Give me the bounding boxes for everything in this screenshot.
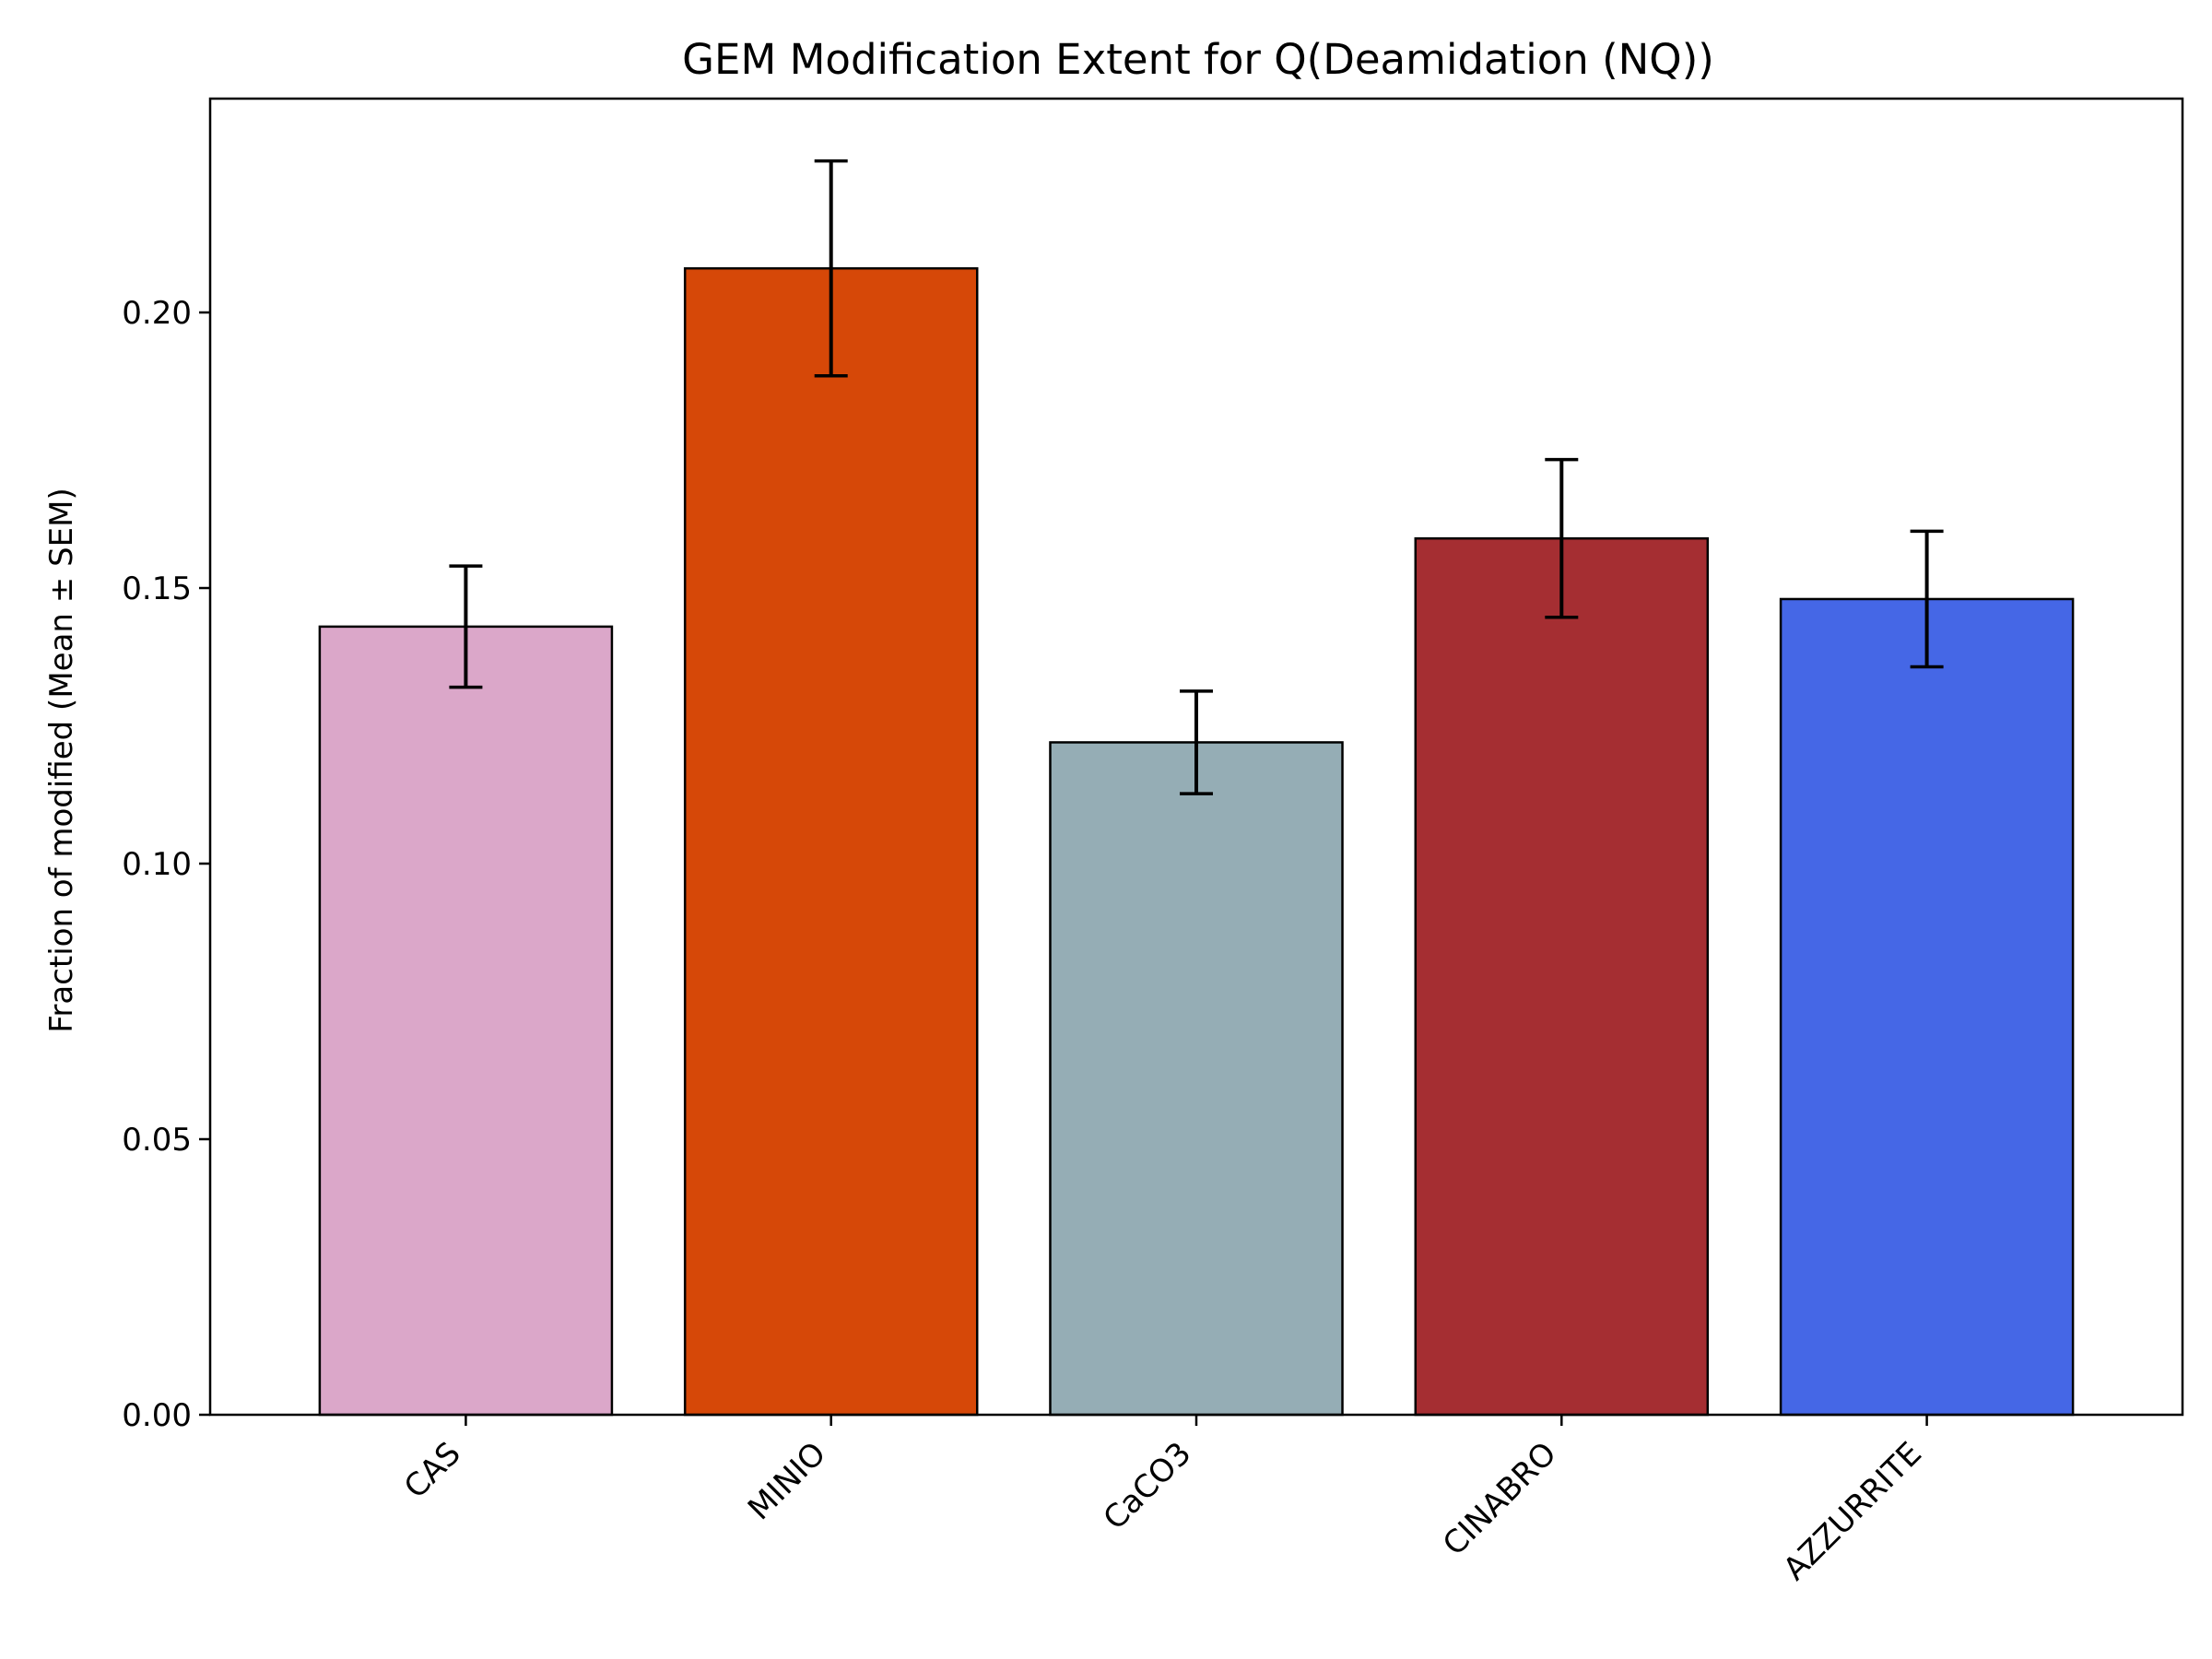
bar-cas xyxy=(318,625,614,1417)
bar-caco3 xyxy=(1049,741,1344,1417)
y-axis: 0.00 0.05 0.10 0.15 0.20 xyxy=(122,295,210,1434)
y-tick-label: 0.20 xyxy=(122,295,192,332)
chart-title: GEM Modification Extent for Q(Deamidatio… xyxy=(682,35,1714,84)
bar-azzurrite xyxy=(1779,597,2075,1417)
y-axis-label: Fraction of modified (Mean ± SEM) xyxy=(43,488,80,1032)
y-tick-label: 0.00 xyxy=(122,1397,192,1434)
bars-group xyxy=(318,266,2075,1417)
y-tick-label: 0.15 xyxy=(122,571,192,607)
bar-minio xyxy=(683,266,979,1417)
error-bars-group xyxy=(449,159,1944,795)
plot-frame xyxy=(208,97,2184,1417)
y-tick-label: 0.10 xyxy=(122,846,192,883)
bar-cinabro xyxy=(1414,536,1710,1417)
y-tick-label: 0.05 xyxy=(122,1122,192,1159)
